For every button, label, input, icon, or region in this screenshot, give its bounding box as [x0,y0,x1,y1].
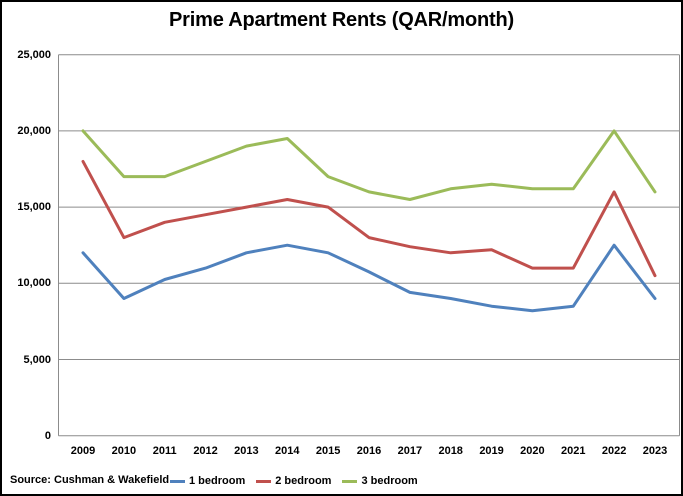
y-tick-label: 0 [44,429,51,442]
y-tick-label: 20,000 [17,124,51,137]
y-tick-label: 5,000 [23,353,51,366]
legend: 1 bedroom 2 bedroom 3 bedroom [170,472,429,490]
series-line-3-bedroom [81,129,657,201]
x-tick-label: 2011 [152,445,177,457]
x-tick-label: 2020 [520,445,545,457]
y-tick-label: 15,000 [17,201,51,214]
x-tick-label: 2016 [356,445,382,457]
x-tick-label: 2014 [275,445,300,457]
legend-item-2-bedroom: 2 bedroom [256,475,331,487]
x-tick-label: 2015 [315,445,341,457]
legend-line-swatch [170,479,185,483]
y-tick-label: 25,000 [17,48,51,61]
x-tick-label: 2009 [70,445,96,457]
x-tick-label: 2021 [561,445,586,457]
y-tick-label: 10,000 [17,277,51,290]
x-tick-label: 2022 [601,445,627,457]
legend-item-3-bedroom: 3 bedroom [342,475,418,487]
legend-item-1-bedroom: 1 bedroom [170,475,245,487]
series-line-2-bedroom [81,159,657,278]
source-text: Source: Cushman & Wakefield [10,474,170,486]
x-tick-label: 2017 [397,445,423,457]
legend-label: 3 bedroom [361,475,418,487]
legend-line-swatch [342,479,358,483]
legend-line-swatch [256,479,272,483]
footer-row: Source: Cushman & Wakefield 1 bedroom 2 b… [2,472,681,490]
x-tick-label: 2018 [438,445,463,457]
legend-label: 1 bedroom [189,475,246,487]
chart-title: Prime Apartment Rents (QAR/month) [169,9,514,31]
x-tick-label: 2010 [111,445,137,457]
x-tick-label: 2012 [193,445,218,457]
x-tick-label: 2023 [642,445,668,457]
legend-label: 2 bedroom [275,475,332,487]
series-line-1-bedroom [81,243,657,313]
x-tick-label: 2013 [234,445,259,457]
x-tick-label: 2019 [479,445,504,457]
